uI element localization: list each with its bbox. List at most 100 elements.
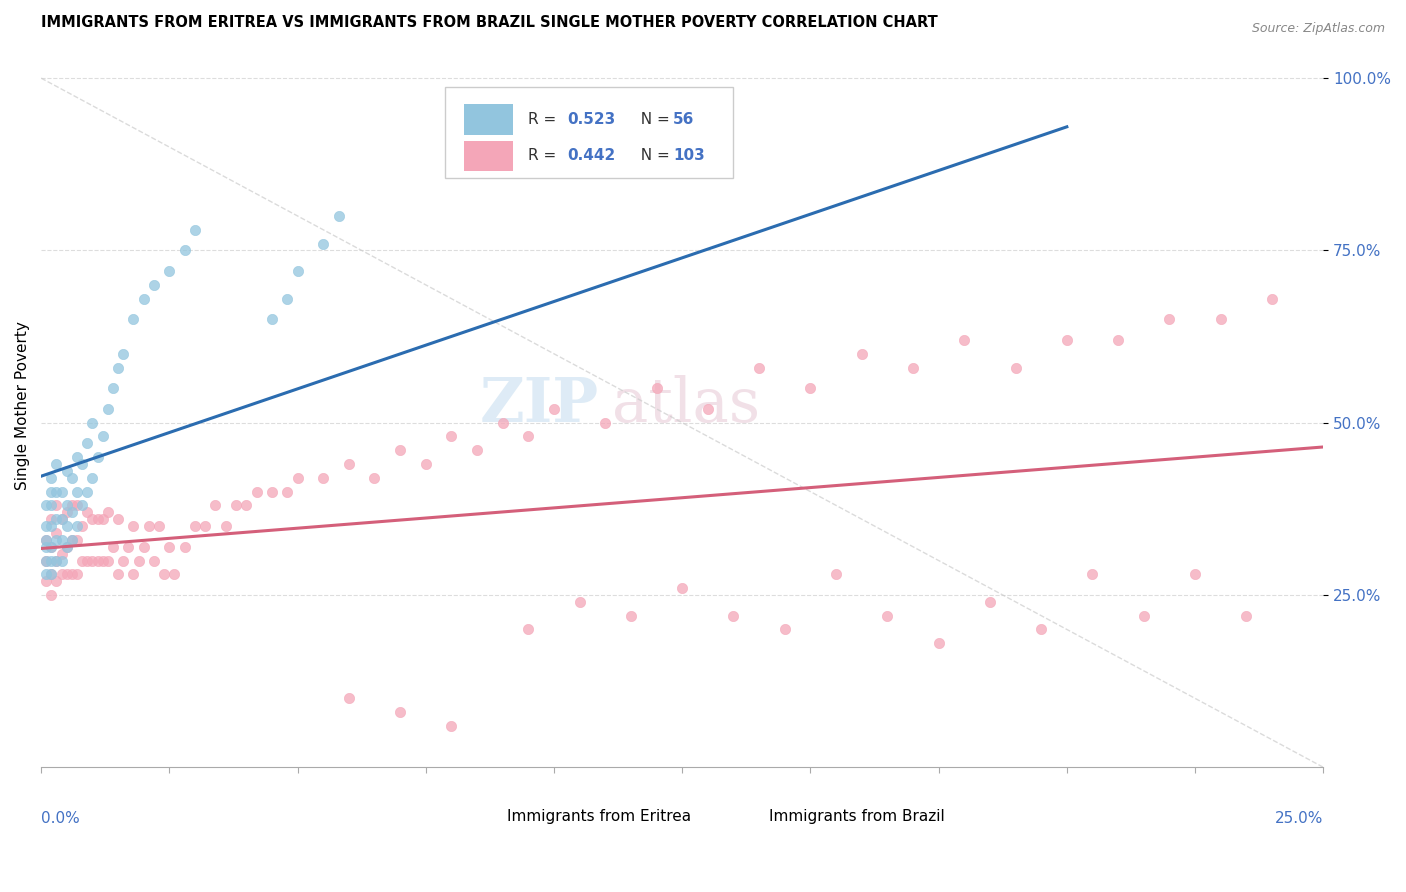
- Point: [86, 512, 108, 526]
- Text: R =: R =: [529, 112, 561, 128]
- Text: ZIP: ZIP: [479, 376, 599, 435]
- Point: [45, 533, 67, 547]
- Point: [979, 595, 1001, 609]
- Point: [184, 519, 207, 533]
- Point: [86, 450, 108, 465]
- Point: [76, 505, 98, 519]
- Point: [51, 533, 73, 547]
- Point: [70, 457, 93, 471]
- Point: [76, 553, 98, 567]
- Point: [45, 574, 67, 589]
- Point: [465, 443, 488, 458]
- Point: [799, 381, 821, 395]
- Point: [132, 292, 155, 306]
- Point: [107, 567, 129, 582]
- Point: [55, 464, 77, 478]
- Point: [82, 512, 104, 526]
- Point: [55, 519, 77, 533]
- Point: [41, 484, 63, 499]
- Point: [696, 401, 718, 416]
- Point: [112, 347, 135, 361]
- Point: [184, 223, 207, 237]
- Text: Immigrants from Brazil: Immigrants from Brazil: [769, 809, 945, 824]
- Point: [66, 450, 89, 465]
- Point: [66, 519, 89, 533]
- Point: [60, 567, 83, 582]
- Point: [851, 347, 873, 361]
- Point: [122, 567, 145, 582]
- Point: [112, 553, 135, 567]
- Point: [389, 443, 412, 458]
- Text: Source: ZipAtlas.com: Source: ZipAtlas.com: [1251, 22, 1385, 36]
- Point: [173, 540, 195, 554]
- Text: Immigrants from Eritrea: Immigrants from Eritrea: [506, 809, 690, 824]
- Point: [107, 360, 129, 375]
- Point: [45, 457, 67, 471]
- Point: [825, 567, 848, 582]
- Point: [101, 381, 124, 395]
- Point: [312, 471, 335, 485]
- Point: [276, 484, 298, 499]
- FancyBboxPatch shape: [444, 87, 734, 178]
- Point: [568, 595, 591, 609]
- Point: [1107, 333, 1129, 347]
- Point: [41, 471, 63, 485]
- Point: [45, 553, 67, 567]
- Point: [91, 429, 114, 443]
- Point: [41, 512, 63, 526]
- Point: [60, 533, 83, 547]
- Point: [45, 525, 67, 540]
- Point: [142, 553, 165, 567]
- Point: [517, 623, 540, 637]
- Point: [157, 264, 180, 278]
- Point: [41, 540, 63, 554]
- Point: [60, 471, 83, 485]
- Point: [215, 519, 238, 533]
- Point: [194, 519, 217, 533]
- Point: [66, 484, 89, 499]
- Point: [620, 608, 643, 623]
- Text: IMMIGRANTS FROM ERITREA VS IMMIGRANTS FROM BRAZIL SINGLE MOTHER POVERTY CORRELAT: IMMIGRANTS FROM ERITREA VS IMMIGRANTS FR…: [41, 15, 938, 30]
- Point: [276, 292, 298, 306]
- Point: [748, 360, 770, 375]
- Point: [41, 519, 63, 533]
- Point: [953, 333, 976, 347]
- Point: [41, 540, 63, 554]
- Point: [66, 567, 89, 582]
- Point: [876, 608, 898, 623]
- Point: [41, 499, 63, 513]
- Point: [35, 519, 58, 533]
- Point: [1234, 608, 1257, 623]
- Point: [55, 567, 77, 582]
- Point: [1031, 623, 1053, 637]
- Point: [337, 457, 360, 471]
- Point: [51, 512, 73, 526]
- Point: [245, 484, 267, 499]
- Point: [492, 416, 515, 430]
- Point: [41, 588, 63, 602]
- Point: [76, 436, 98, 450]
- Point: [1261, 292, 1284, 306]
- Text: 0.442: 0.442: [567, 148, 614, 163]
- Text: 103: 103: [673, 148, 704, 163]
- Point: [76, 484, 98, 499]
- Text: N =: N =: [631, 112, 675, 128]
- FancyBboxPatch shape: [464, 805, 501, 827]
- Point: [51, 553, 73, 567]
- Point: [173, 244, 195, 258]
- FancyBboxPatch shape: [464, 104, 513, 135]
- Point: [389, 705, 412, 719]
- Point: [773, 623, 796, 637]
- Point: [163, 567, 186, 582]
- Point: [723, 608, 745, 623]
- Point: [128, 553, 150, 567]
- Point: [45, 553, 67, 567]
- Point: [260, 312, 283, 326]
- Point: [66, 499, 89, 513]
- Point: [70, 499, 93, 513]
- Point: [70, 553, 93, 567]
- Point: [82, 416, 104, 430]
- Point: [45, 512, 67, 526]
- Point: [35, 553, 58, 567]
- Point: [45, 484, 67, 499]
